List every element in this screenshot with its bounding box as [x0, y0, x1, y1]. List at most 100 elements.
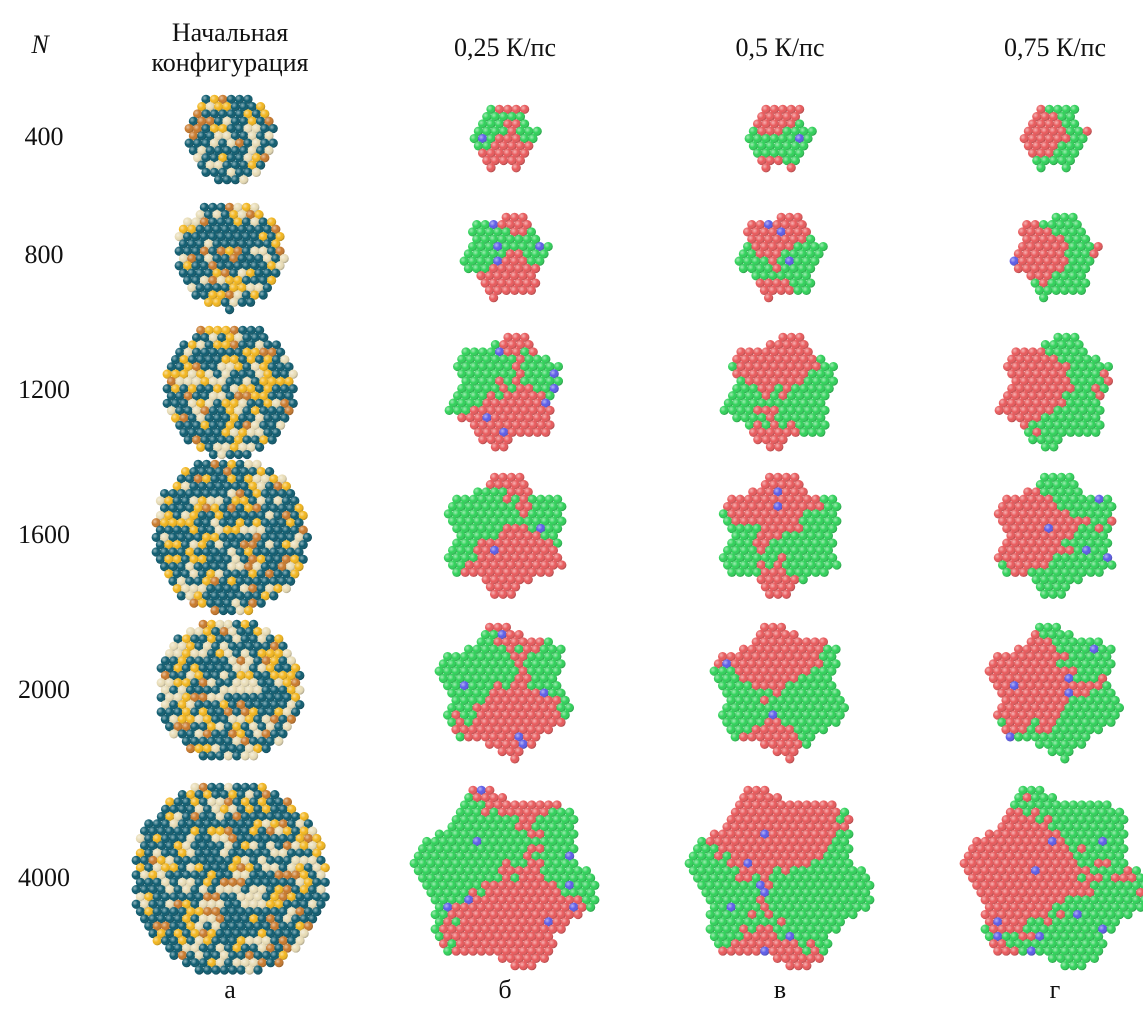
atom-shade [464, 264, 473, 273]
atom-shade [536, 568, 545, 577]
atom-shade [268, 435, 277, 444]
atom-shade [1049, 442, 1058, 451]
atom-shade [1028, 435, 1037, 444]
atom-shade [1011, 568, 1020, 577]
atom-shade [227, 606, 236, 615]
cluster [175, 203, 289, 315]
cluster [994, 473, 1117, 599]
atom-shade [1060, 286, 1069, 295]
atom-shade [191, 290, 200, 299]
atom-shade [1014, 264, 1023, 273]
cluster-images [0, 0, 1143, 1009]
atom-shade [1036, 163, 1045, 172]
cluster [735, 213, 828, 303]
atom-shade [774, 156, 783, 165]
atom-shade [184, 435, 193, 444]
atom-shade [785, 286, 794, 295]
cluster [995, 333, 1113, 452]
cluster [435, 623, 574, 764]
atom-shade [489, 293, 498, 302]
atom-shade [246, 298, 255, 307]
cluster [719, 473, 842, 599]
atom-shade [727, 568, 736, 577]
atom-shade [1077, 286, 1086, 295]
atom-shade [199, 751, 208, 760]
atom-shade [782, 590, 791, 599]
atom-shade [262, 744, 271, 753]
atom-shade [1083, 428, 1092, 437]
atom-shade [259, 290, 268, 299]
atom-shade [469, 568, 478, 577]
atom-shade [445, 406, 454, 415]
atom-shade [777, 286, 786, 295]
atom-shade [1039, 293, 1048, 302]
atom-shade [214, 175, 223, 184]
atom-shade [516, 428, 525, 437]
atom-shade [820, 568, 829, 577]
atom-shade [274, 737, 283, 746]
atom-shade [1066, 428, 1075, 437]
atom-shade [502, 286, 511, 295]
atom-shade [452, 568, 461, 577]
atom-shade [217, 450, 226, 459]
atom-shade [1068, 286, 1077, 295]
atom-shade [196, 443, 205, 452]
cluster [152, 460, 312, 615]
atom-shade [222, 175, 231, 184]
atom-shade [773, 590, 782, 599]
atom-shade [736, 568, 745, 577]
atom-shade [224, 751, 233, 760]
atom-shade [802, 286, 811, 295]
atom-shade [1074, 575, 1083, 584]
atom-shade [461, 568, 470, 577]
atom-shade [490, 590, 499, 599]
atom-shade [720, 406, 729, 415]
atom-shade [212, 298, 221, 307]
atom-shade [189, 599, 198, 608]
atom-shade [478, 435, 487, 444]
atom-shade [234, 450, 243, 459]
cluster [163, 326, 298, 459]
atom-shade [232, 751, 241, 760]
atom-shade [527, 286, 536, 295]
atom-shade [215, 751, 224, 760]
atom-shade [499, 442, 508, 451]
atom-shade [198, 599, 207, 608]
cluster [470, 105, 542, 173]
atom-shade [524, 428, 533, 437]
atom-shade [793, 286, 802, 295]
atom-shade [744, 568, 753, 577]
atom-shade [545, 568, 554, 577]
atom-shade [210, 606, 219, 615]
atom-shade [201, 168, 210, 177]
atom-shade [219, 606, 228, 615]
atom-shade [244, 606, 253, 615]
atom-shade [518, 286, 527, 295]
atom-shade [209, 450, 218, 459]
atom-shade [512, 163, 521, 172]
atom-shade [236, 606, 245, 615]
atom-shade [169, 729, 178, 738]
atom-shade [1074, 428, 1083, 437]
atom-shade [239, 175, 248, 184]
atom-shade [1048, 590, 1057, 599]
atom-shade [799, 575, 808, 584]
atom-shade [225, 305, 234, 314]
atom-shade [541, 428, 550, 437]
atom-shade [832, 560, 841, 569]
atom-shade [753, 435, 762, 444]
cluster [720, 333, 838, 452]
atom-shade [242, 450, 251, 459]
atom-shade [486, 163, 495, 172]
cluster [444, 473, 567, 599]
cluster [1010, 213, 1103, 303]
atom-shade [1107, 560, 1116, 569]
atom-shade [491, 442, 500, 451]
atom-shade [507, 590, 516, 599]
atom-shade [269, 591, 278, 600]
atom-shade [995, 406, 1004, 415]
atom-shade [238, 298, 247, 307]
atom-shade [811, 568, 820, 577]
atom-shade [177, 591, 186, 600]
cluster [745, 105, 817, 173]
